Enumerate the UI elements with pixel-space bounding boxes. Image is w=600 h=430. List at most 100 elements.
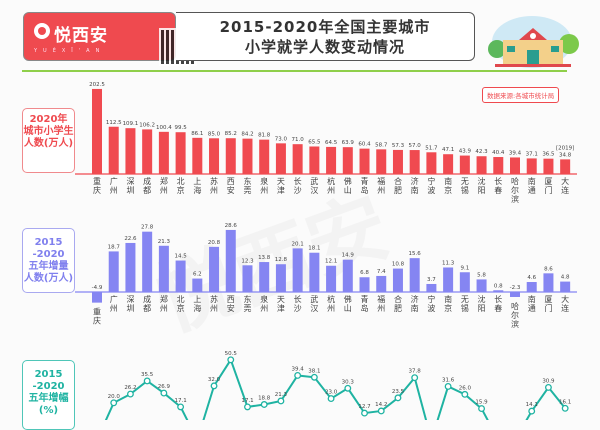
growth-point [126,390,134,398]
bar-increase [459,272,470,292]
bar-value-label: 106.2 [139,122,155,128]
city-label: 哈 [511,301,519,311]
bar-value-label: 15.6 [409,251,422,257]
bar-value-label: 43.9 [459,149,472,155]
city-label: 南 [528,176,536,186]
bar-value-label: 14.9 [342,253,355,259]
bar-value-label: 8.6 [544,266,553,272]
bar-increase [125,242,136,292]
growth-value-label: 31.6 [442,377,455,383]
city-label: 苏 [210,176,218,186]
bar-increase [409,258,420,292]
bar-increase [392,268,403,292]
bar-value-label: 100.4 [156,125,172,131]
city-label: 宁 [427,176,435,186]
growth-point [160,389,168,397]
city-label: 深 [126,177,134,186]
growth-value-label: 16.1 [559,399,571,405]
bar-value-label: -2.3 [510,285,521,291]
city-label: 厦 [544,177,552,186]
bar-value-label: 81.8 [258,133,271,139]
bar-increase [309,252,320,292]
bar-value-label: 3.7 [427,277,436,283]
bar-2020 [409,150,420,174]
growth-point [260,401,268,408]
city-label: 上 [193,177,201,186]
city-label: 州 [377,186,385,195]
city-label: 天 [277,177,285,186]
growth-point [394,394,402,402]
city-label: 津 [277,185,285,195]
bar-value-label: 109.1 [123,121,139,127]
bar-value-label: 22.6 [124,236,137,242]
city-label: 津 [277,303,285,313]
city-label: 通 [528,185,536,195]
city-label: 上 [193,295,201,304]
charts: 202.5 112.5 109.1 106.2 100.4 99.5 86.1 85.0 85.… [75,82,577,420]
bar-value-label: 9.1 [460,265,469,271]
bar-value-label: 10.8 [392,262,405,268]
bar-value-label: 39.4 [509,150,522,156]
city-label: 南 [444,294,452,304]
label-line: (%) [38,405,59,416]
label-line: -2020 [32,381,65,392]
bar-increase [326,265,337,292]
school-building-icon [488,16,579,68]
city-label: 合 [394,294,402,304]
bar-2020 [175,132,186,174]
growth-point [327,395,335,403]
bar-value-label: 60.4 [358,142,371,148]
bar-increase [543,273,554,292]
bar-2020 [560,159,571,174]
page-title: 2015-2020年全国主要城市 小学就学人数变动情况 [176,12,475,61]
city-label: 大 [561,294,569,304]
bar-increase [510,292,520,297]
growth-value-label: 23.0 [325,390,338,396]
bar-value-label: -4.9 [92,285,103,291]
bar-value-label: 42.3 [475,149,488,155]
city-label: 西 [227,295,235,304]
city-label: 宁 [427,294,435,304]
year-annotation: [2019] [556,145,574,151]
city-label: 州 [160,186,168,195]
bar-increase [225,229,236,292]
city-label: 杭 [327,294,335,304]
growth-point [544,383,552,391]
city-label: 汉 [310,186,318,195]
city-label: 福 [377,295,385,304]
bar-value-label: 0.8 [494,283,503,289]
city-label: 济 [411,294,419,304]
city-label: 海 [193,185,201,195]
city-label: 大 [561,176,569,186]
bar-value-label: 20.1 [292,241,304,247]
city-label: 州 [327,304,335,313]
city-label: 锡 [461,304,469,313]
label-line: 2015 [34,369,63,380]
bar-increase [359,277,370,292]
growth-point [294,371,302,379]
city-label: 沈 [478,176,486,186]
label-line: 2020年 [29,114,68,125]
bar-2020 [108,126,119,174]
bar-value-label: 20.8 [208,240,221,246]
city-label: 连 [561,185,569,195]
growth-point [310,373,318,381]
growth-value-label: 26.0 [459,385,472,391]
bar-value-label: 12.8 [275,257,288,263]
city-label: 岛 [361,185,369,195]
bar-value-label: 34.8 [559,152,572,158]
city-label: 阳 [478,304,486,313]
city-label: 哈 [511,176,519,186]
city-label: 长 [494,294,502,304]
city-label: 成 [143,294,151,304]
bar-value-label: 7.4 [377,269,386,275]
label-line: 人数(万人) [23,273,74,284]
logo-text: 悦西安 [54,26,108,46]
growth-point [361,409,368,417]
city-label: 尔 [511,310,519,320]
bar-2020 [342,147,353,174]
bar-value-label: 21.3 [158,239,171,245]
bar-value-label: 65.5 [308,139,321,145]
bar-2020 [259,139,270,174]
city-label: 州 [110,186,118,195]
